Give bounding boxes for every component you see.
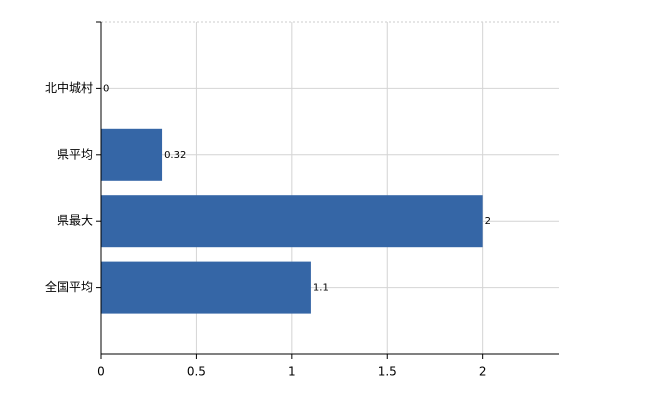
bar [101, 261, 311, 314]
value-label: 0 [103, 83, 109, 94]
bar [101, 195, 483, 248]
x-tick-label: 1.5 [378, 365, 397, 379]
x-tick-label: 0.5 [187, 365, 206, 379]
x-tick-label: 2 [479, 365, 487, 379]
bar [101, 128, 163, 181]
y-tick-label: 県最大 [57, 214, 93, 228]
y-tick-label: 県平均 [57, 147, 93, 161]
x-tick-label: 0 [97, 365, 105, 379]
y-tick-label: 北中城村 [45, 80, 93, 95]
value-label: 2 [485, 216, 491, 227]
value-label: 1.1 [313, 283, 329, 294]
value-label: 0.32 [164, 150, 186, 161]
x-tick-label: 1 [288, 365, 296, 379]
y-tick-label: 全国平均 [45, 279, 93, 294]
